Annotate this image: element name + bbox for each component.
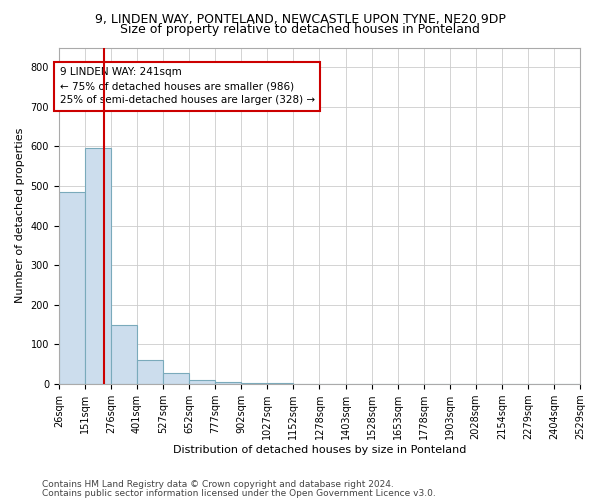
- X-axis label: Distribution of detached houses by size in Ponteland: Distribution of detached houses by size …: [173, 445, 466, 455]
- Y-axis label: Number of detached properties: Number of detached properties: [15, 128, 25, 304]
- Text: Contains HM Land Registry data © Crown copyright and database right 2024.: Contains HM Land Registry data © Crown c…: [42, 480, 394, 489]
- Bar: [111, 326, 137, 384]
- Bar: [163, 374, 189, 384]
- Bar: [59, 192, 85, 384]
- Bar: [189, 380, 215, 384]
- Text: 9, LINDEN WAY, PONTELAND, NEWCASTLE UPON TYNE, NE20 9DP: 9, LINDEN WAY, PONTELAND, NEWCASTLE UPON…: [95, 12, 505, 26]
- Text: Size of property relative to detached houses in Ponteland: Size of property relative to detached ho…: [120, 22, 480, 36]
- Bar: [215, 382, 241, 384]
- Text: 9 LINDEN WAY: 241sqm
← 75% of detached houses are smaller (986)
25% of semi-deta: 9 LINDEN WAY: 241sqm ← 75% of detached h…: [59, 68, 315, 106]
- Bar: [137, 360, 163, 384]
- Text: Contains public sector information licensed under the Open Government Licence v3: Contains public sector information licen…: [42, 488, 436, 498]
- Bar: [85, 148, 111, 384]
